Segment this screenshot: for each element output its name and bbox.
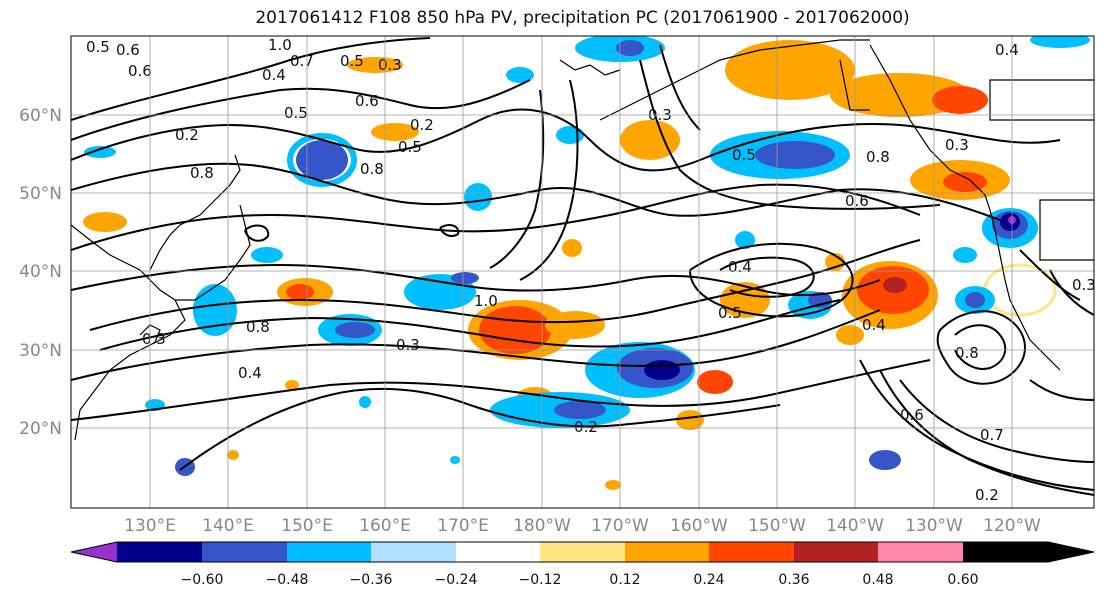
lon-tick-label: 150°E bbox=[281, 516, 333, 536]
lat-tick-label: 40°N bbox=[19, 262, 62, 282]
colorbar-swatch bbox=[202, 542, 287, 562]
contour-label: 0.2 bbox=[175, 126, 199, 144]
lon-tick-label: 130°E bbox=[124, 516, 176, 536]
contour-label: 0.8 bbox=[246, 318, 270, 336]
contour-label: 0.8 bbox=[360, 160, 384, 178]
colorbar-tick-label: −0.60 bbox=[181, 572, 224, 588]
lon-axis: 130°E 140°E 150°E 160°E 170°E 180°W 170°… bbox=[124, 516, 1041, 536]
colorbar-tick-labels: −0.60 −0.48 −0.36 −0.24 −0.12 0.12 0.24 … bbox=[181, 572, 979, 588]
contour-label: 0.3 bbox=[142, 330, 166, 348]
lat-tick-label: 50°N bbox=[19, 184, 62, 204]
colorbar-swatch bbox=[794, 542, 878, 562]
contour-label: 0.6 bbox=[900, 406, 924, 424]
colorbar-extend-high bbox=[963, 542, 1094, 562]
contour-label: 0.3 bbox=[396, 336, 420, 354]
colorbar-swatch bbox=[625, 542, 709, 562]
lon-tick-label: 140°E bbox=[202, 516, 254, 536]
map-frame bbox=[70, 35, 1095, 509]
colorbar-swatch bbox=[287, 542, 371, 562]
contour-label: 0.8 bbox=[866, 148, 890, 166]
colorbar-tick-label: 0.36 bbox=[778, 572, 809, 588]
colorbar-tick-label: −0.36 bbox=[350, 572, 393, 588]
pv-contours bbox=[71, 37, 1094, 496]
contour-label: 0.5 bbox=[732, 146, 756, 164]
colorbar-tick-label: 0.24 bbox=[693, 572, 724, 588]
colorbar-swatch bbox=[371, 542, 456, 562]
contour-label: 0.5 bbox=[340, 52, 364, 70]
colorbar-tick-label: 0.12 bbox=[609, 572, 640, 588]
lon-tick-label: 160°W bbox=[670, 516, 728, 536]
contour-label: 0.4 bbox=[728, 258, 752, 276]
colorbar-tick-label: 0.48 bbox=[862, 572, 893, 588]
colorbar-swatch bbox=[117, 542, 202, 562]
lon-tick-label: 120°W bbox=[983, 516, 1041, 536]
colorbar-outline bbox=[70, 541, 1095, 563]
contour-label: 0.3 bbox=[378, 56, 402, 74]
contour-label: 0.8 bbox=[955, 344, 979, 362]
gridlines bbox=[71, 36, 1094, 508]
colorbar-tick-label: −0.12 bbox=[519, 572, 562, 588]
lon-tick-label: 150°W bbox=[748, 516, 806, 536]
colorbar-swatch bbox=[878, 542, 963, 562]
colorbar-tick-label: 0.60 bbox=[947, 572, 978, 588]
contour-label: 0.2 bbox=[410, 116, 434, 134]
contour-label: 0.2 bbox=[574, 418, 598, 436]
contour-label: 0.4 bbox=[995, 41, 1019, 59]
contour-label: 0.2 bbox=[975, 486, 999, 504]
lon-tick-label: 160°E bbox=[359, 516, 411, 536]
lon-tick-label: 140°W bbox=[826, 516, 884, 536]
lat-tick-label: 30°N bbox=[19, 341, 62, 361]
lon-tick-label: 180°W bbox=[513, 516, 571, 536]
lat-tick-label: 20°N bbox=[19, 419, 62, 439]
lon-tick-label: 170°W bbox=[591, 516, 649, 536]
contour-label: 0.3 bbox=[945, 136, 969, 154]
contour-label: 0.4 bbox=[262, 66, 286, 84]
colorbar: −0.60 −0.48 −0.36 −0.24 −0.12 0.12 0.24 … bbox=[70, 541, 1095, 588]
contour-label: 0.6 bbox=[116, 41, 140, 59]
colorbar-swatch bbox=[456, 542, 540, 562]
lon-tick-label: 130°W bbox=[905, 516, 963, 536]
contour-label: 1.0 bbox=[474, 292, 498, 310]
coastlines bbox=[71, 39, 1094, 441]
colorbar-tick-label: −0.24 bbox=[435, 572, 478, 588]
contour-label: 0.4 bbox=[238, 364, 262, 382]
contour-label: 0.7 bbox=[980, 426, 1004, 444]
colorbar-extend-low bbox=[71, 542, 117, 562]
contour-label: 0.3 bbox=[1072, 276, 1096, 294]
contour-label: 0.5 bbox=[718, 304, 742, 322]
contour-label: 1.0 bbox=[268, 36, 292, 54]
contour-label: 0.4 bbox=[862, 316, 886, 334]
colorbar-tick-label: −0.48 bbox=[266, 572, 309, 588]
precip-anomaly-shading bbox=[83, 36, 1090, 490]
contour-labels: 0.5 0.6 0.6 1.0 0.7 0.4 0.5 0.3 0.2 0.5 … bbox=[86, 36, 1096, 504]
contour-label: 0.8 bbox=[190, 164, 214, 182]
lat-axis: 20°N 30°N 40°N 50°N 60°N bbox=[19, 106, 62, 439]
lat-tick-label: 60°N bbox=[19, 106, 62, 126]
colorbar-swatch bbox=[540, 542, 625, 562]
contour-label: 0.5 bbox=[398, 138, 422, 156]
contour-label: 0.6 bbox=[128, 62, 152, 80]
contour-label: 0.5 bbox=[86, 38, 110, 56]
lon-tick-label: 170°E bbox=[437, 516, 489, 536]
contour-label: 0.6 bbox=[845, 192, 869, 210]
contour-label: 0.5 bbox=[284, 104, 308, 122]
chart-title: 2017061412 F108 850 hPa PV, precipitatio… bbox=[255, 8, 910, 28]
contour-label: 0.6 bbox=[355, 92, 379, 110]
contour-label: 0.7 bbox=[290, 52, 314, 70]
colorbar-swatch bbox=[709, 542, 794, 562]
